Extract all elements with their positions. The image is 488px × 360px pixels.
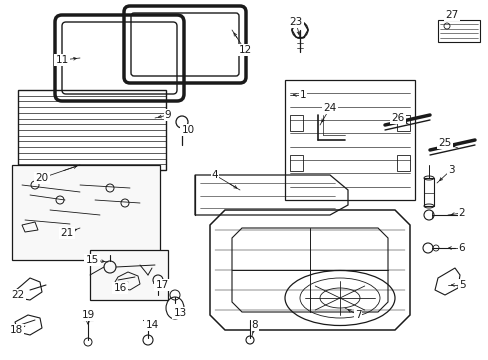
Text: 5: 5 [458, 280, 465, 290]
Bar [90, 250, 168, 300]
Bar [423, 178, 433, 206]
Text: 6: 6 [458, 243, 465, 253]
Text: 9: 9 [164, 110, 171, 120]
Text: 19: 19 [81, 310, 95, 320]
Bar [12, 165, 160, 260]
Bar [289, 115, 303, 131]
Text: 26: 26 [390, 113, 404, 123]
Bar [396, 155, 409, 171]
Text: 2: 2 [458, 208, 465, 218]
Text: 15: 15 [85, 255, 99, 265]
Text: 10: 10 [181, 125, 194, 135]
Text: 3: 3 [447, 165, 453, 175]
Text: 20: 20 [35, 173, 48, 183]
Text: 21: 21 [60, 228, 74, 238]
Text: 14: 14 [145, 320, 158, 330]
Text: 17: 17 [155, 280, 168, 290]
Bar [437, 20, 479, 42]
Text: 7: 7 [354, 310, 361, 320]
Text: 25: 25 [437, 138, 451, 148]
Text: 22: 22 [11, 290, 24, 300]
Bar [285, 80, 414, 200]
Text: 18: 18 [9, 325, 22, 335]
Text: 12: 12 [238, 45, 251, 55]
Text: 8: 8 [251, 320, 258, 330]
Bar [289, 155, 303, 171]
Bar [396, 115, 409, 131]
Text: 27: 27 [445, 10, 458, 20]
Text: 16: 16 [113, 283, 126, 293]
Bar [18, 90, 165, 170]
Text: 24: 24 [323, 103, 336, 113]
Text: 4: 4 [211, 170, 218, 180]
Text: 11: 11 [55, 55, 68, 65]
Text: 13: 13 [173, 308, 186, 318]
Text: 23: 23 [289, 17, 302, 27]
Text: 1: 1 [299, 90, 305, 100]
